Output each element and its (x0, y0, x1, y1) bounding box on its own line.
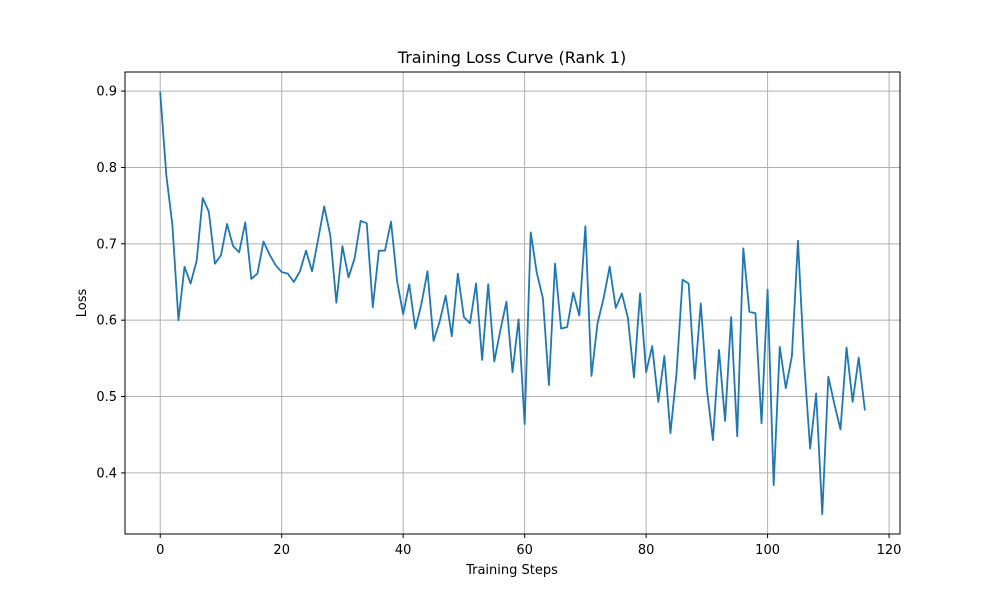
y-axis-label: Loss (75, 289, 90, 318)
plot-series (159, 91, 866, 516)
x-tick-label: 100 (755, 543, 780, 558)
plot-area-frame (124, 71, 901, 535)
x-tick-label: 120 (877, 543, 902, 558)
y-tick-label: 0.6 (96, 314, 117, 329)
x-tick-label: 0 (156, 543, 164, 558)
y-tick-label: 0.7 (96, 237, 117, 252)
x-tick-label: 20 (273, 543, 290, 558)
y-tick-label: 0.8 (96, 161, 117, 176)
x-tick-label: 80 (638, 543, 655, 558)
chart-title: Training Loss Curve (Rank 1) (397, 48, 626, 67)
y-tick-label: 0.9 (96, 85, 117, 100)
x-axis-label: Training Steps (465, 563, 558, 578)
x-axis: 0 20 40 60 80 100 120 (156, 534, 901, 558)
y-tick-label: 0.4 (96, 466, 117, 481)
y-tick-label: 0.5 (96, 390, 117, 405)
x-tick-label: 60 (516, 543, 533, 558)
x-tick-label: 40 (395, 543, 412, 558)
y-axis: 0.4 0.5 0.6 0.7 0.8 0.9 (96, 85, 125, 481)
loss-series-line (159, 91, 866, 516)
